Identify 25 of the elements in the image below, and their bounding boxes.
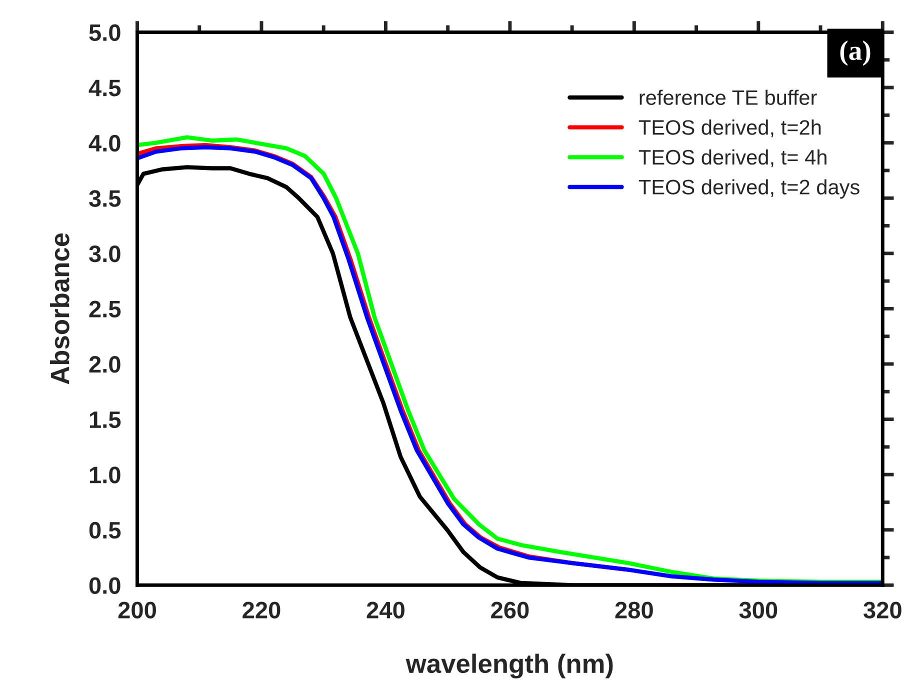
y-tick-label: 4.0 (88, 134, 120, 152)
y-tick-label: 5.0 (89, 24, 120, 42)
x-tick-label: 200 (118, 602, 156, 618)
legend-label: reference TE buffer (640, 90, 817, 105)
legend-label: TEOS derived, t=2 days (638, 179, 860, 199)
y-tick-label: 0.0 (89, 577, 120, 594)
y-tick-label: 2.5 (89, 300, 121, 318)
x-axis-title: wavelength (nm) (406, 654, 613, 678)
y-tick-label: 4.5 (88, 80, 121, 96)
legend-label: TEOS derived, t=2h (638, 120, 821, 138)
y-tick-label: 0.5 (89, 522, 121, 539)
x-tick-label: 300 (739, 602, 778, 619)
annotation: (a) (840, 40, 870, 66)
x-tick-label: 280 (615, 602, 653, 618)
legend-label: TEOS derived, t= 4h (638, 149, 826, 168)
x-tick-label: 220 (242, 602, 280, 618)
x-tick-label: 240 (366, 602, 404, 618)
y-tick-label: 2.0 (89, 356, 120, 373)
y-tick-label: 1.0 (90, 466, 120, 484)
y-tick-label: 3.5 (89, 190, 121, 207)
x-tick-label: 260 (491, 602, 529, 618)
y-tick-label: 1.5 (90, 412, 121, 428)
y-tick-label: 3.0 (89, 245, 120, 262)
y-axis-title: Absorbance (50, 233, 70, 384)
x-tick-label: 320 (863, 602, 902, 619)
